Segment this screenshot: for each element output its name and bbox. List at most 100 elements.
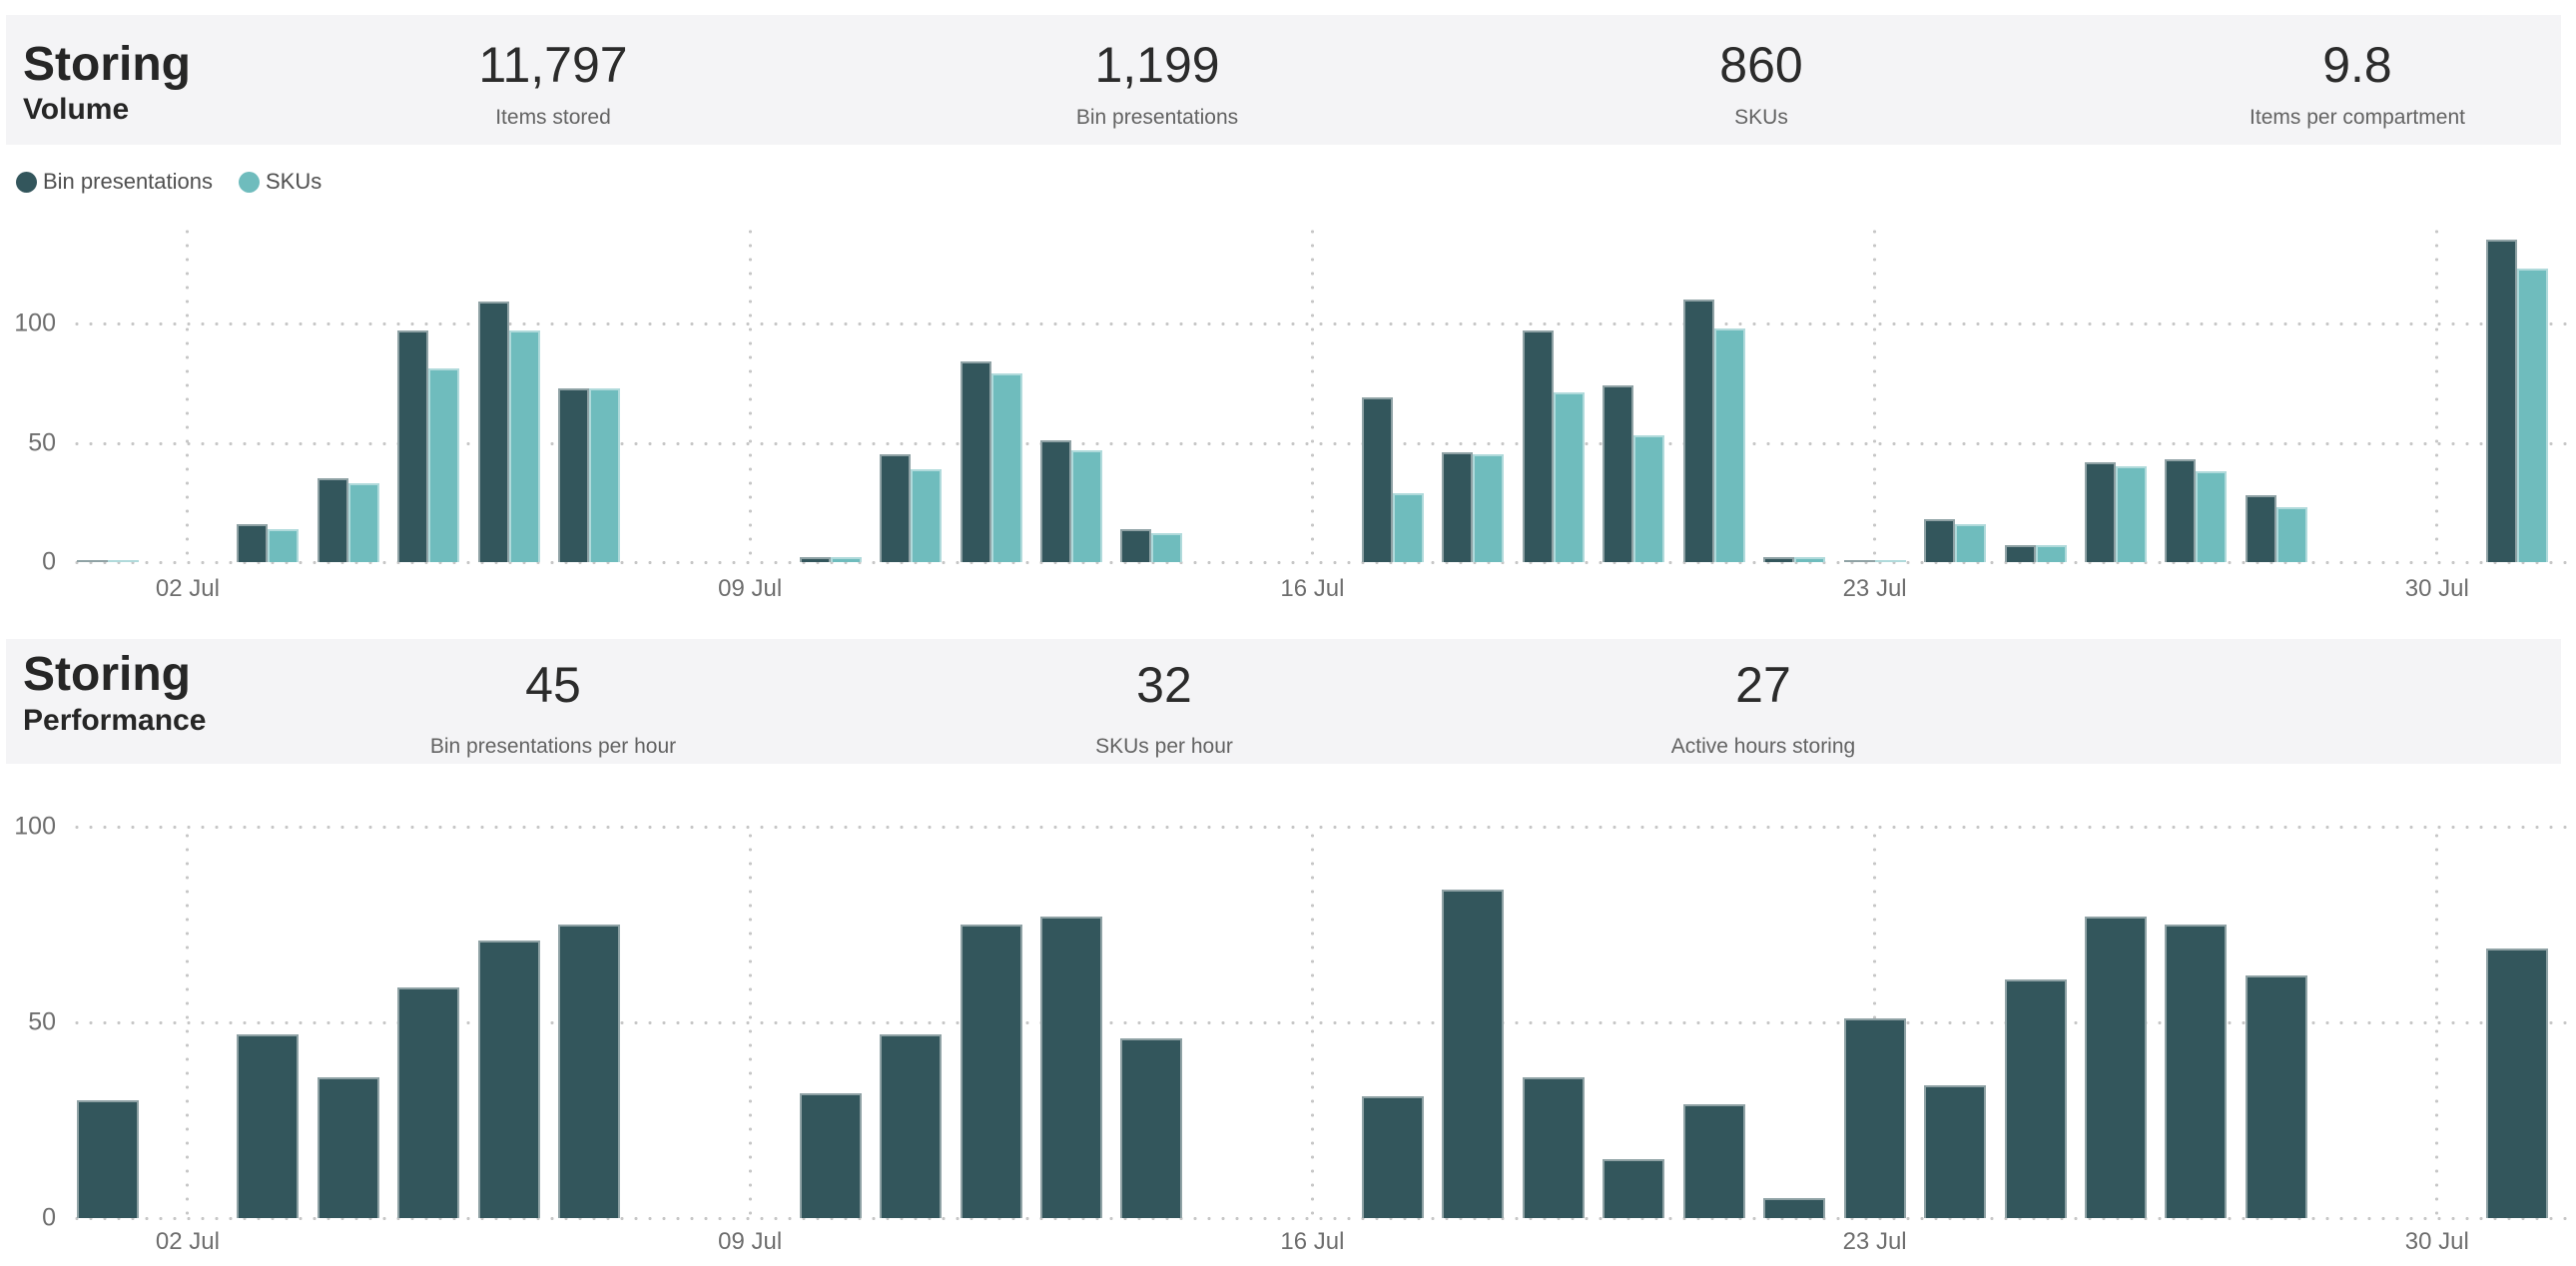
bar-bin-presentations-06-jul[interactable] — [477, 302, 509, 562]
bar-skus-10-jul[interactable] — [830, 557, 862, 562]
bar-bin-presentations-03-jul[interactable] — [237, 523, 269, 562]
x-axis-label-02-jul: 02 Jul — [155, 575, 220, 602]
kpi-value: 11,797 — [478, 37, 628, 93]
bar-bin-presentations-per-hour-31-jul[interactable] — [2486, 948, 2549, 1218]
bar-bin-presentations-per-hour-07-jul[interactable] — [558, 925, 621, 1218]
bar-skus-17-jul[interactable] — [1392, 492, 1424, 562]
bar-bin-presentations-18-jul[interactable] — [1442, 452, 1474, 562]
bar-skus-28-jul[interactable] — [2275, 507, 2307, 562]
bar-bin-presentations-per-hour-26-jul[interactable] — [2085, 917, 2147, 1218]
bar-bin-presentations-28-jul[interactable] — [2245, 495, 2276, 562]
bar-skus-25-jul[interactable] — [2035, 545, 2067, 562]
legend-label: SKUs — [266, 169, 322, 194]
bar-bin-presentations-per-hour-12-jul[interactable] — [960, 925, 1022, 1218]
y-gridline-0 — [70, 561, 2576, 564]
bar-bin-presentations-per-hour-11-jul[interactable] — [880, 1033, 943, 1218]
bar-skus-05-jul[interactable] — [428, 368, 460, 562]
kpi-value: 860 — [1719, 37, 1803, 93]
bar-bin-presentations-27-jul[interactable] — [2165, 459, 2197, 562]
bar-bin-presentations-04-jul[interactable] — [317, 478, 348, 562]
bar-skus-21-jul[interactable] — [1713, 327, 1745, 562]
kpi-label: Bin presentations — [1075, 106, 1239, 129]
bar-skus-26-jul[interactable] — [2116, 466, 2147, 562]
bar-bin-presentations-25-jul[interactable] — [2004, 545, 2036, 562]
bar-skus-27-jul[interactable] — [2196, 471, 2228, 562]
bar-bin-presentations-per-hour-03-jul[interactable] — [237, 1033, 300, 1218]
bar-bin-presentations-per-hour-22-jul[interactable] — [1763, 1198, 1826, 1218]
y-axis-label-100: 100 — [14, 309, 56, 337]
bar-skus-23-jul[interactable] — [1874, 559, 1906, 562]
bar-skus-11-jul[interactable] — [911, 468, 943, 562]
bar-bin-presentations-10-jul[interactable] — [799, 557, 831, 562]
bar-bin-presentations-per-hour-17-jul[interactable] — [1361, 1096, 1424, 1218]
bar-bin-presentations-12-jul[interactable] — [960, 361, 991, 562]
bar-bin-presentations-per-hour-04-jul[interactable] — [317, 1076, 379, 1218]
kpi-items-stored: 11,797 Items stored — [478, 40, 627, 128]
y-gridline-100 — [70, 322, 2576, 325]
bar-bin-presentations-per-hour-24-jul[interactable] — [1924, 1084, 1987, 1218]
bar-skus-18-jul[interactable] — [1473, 454, 1505, 562]
bar-bin-presentations-31-jul[interactable] — [2486, 240, 2518, 562]
bar-skus-22-jul[interactable] — [1794, 557, 1826, 562]
kpi-active-hours-storing: 27 Active hours storing — [1671, 660, 1855, 757]
bar-bin-presentations-per-hour-25-jul[interactable] — [2004, 978, 2067, 1218]
bar-skus-04-jul[interactable] — [347, 483, 379, 562]
bar-bin-presentations-per-hour-06-jul[interactable] — [477, 940, 540, 1218]
bar-bin-presentations-per-hour-20-jul[interactable] — [1603, 1159, 1665, 1218]
bar-bin-presentations-per-hour-05-jul[interactable] — [397, 986, 460, 1218]
kpi-value: 9.8 — [2322, 37, 2392, 93]
bar-bin-presentations-per-hour-19-jul[interactable] — [1522, 1076, 1585, 1218]
section-title-line1: Storing — [23, 38, 191, 91]
bar-skus-03-jul[interactable] — [268, 528, 300, 562]
section-title: Storing Volume — [23, 41, 191, 125]
legend-label: Bin presentations — [43, 169, 213, 194]
bar-bin-presentations-per-hour-21-jul[interactable] — [1682, 1104, 1745, 1218]
bar-skus-12-jul[interactable] — [990, 373, 1022, 562]
bar-bin-presentations-21-jul[interactable] — [1682, 300, 1714, 562]
bar-bin-presentations-24-jul[interactable] — [1924, 518, 1956, 562]
bar-skus-14-jul[interactable] — [1151, 533, 1183, 562]
x-axis-label-09-jul: 09 Jul — [718, 575, 783, 602]
section-title-line2: Performance — [23, 704, 207, 737]
x-axis-label-23-jul: 23 Jul — [1842, 1228, 1907, 1255]
x-axis-label-16-jul: 16 Jul — [1280, 1228, 1345, 1255]
bar-skus-24-jul[interactable] — [1955, 523, 1987, 562]
bar-bin-presentations-20-jul[interactable] — [1603, 385, 1634, 562]
bar-bin-presentations-per-hour-23-jul[interactable] — [1843, 1018, 1906, 1218]
bar-bin-presentations-13-jul[interactable] — [1040, 440, 1072, 562]
bar-bin-presentations-14-jul[interactable] — [1120, 528, 1152, 562]
bar-bin-presentations-07-jul[interactable] — [558, 387, 590, 562]
bar-bin-presentations-per-hour-28-jul[interactable] — [2245, 974, 2307, 1218]
bar-bin-presentations-19-jul[interactable] — [1522, 330, 1554, 562]
bar-skus-13-jul[interactable] — [1071, 449, 1103, 562]
kpi-bin-presentations-per-hour: 45 Bin presentations per hour — [430, 660, 676, 757]
chart-legend: Bin presentations SKUs — [16, 169, 322, 195]
x-axis-label-30-jul: 30 Jul — [2404, 575, 2469, 602]
bar-bin-presentations-01-jul[interactable] — [76, 559, 108, 562]
legend-item-bin-presentations[interactable]: Bin presentations — [16, 169, 213, 195]
bar-bin-presentations-17-jul[interactable] — [1361, 397, 1393, 562]
bar-bin-presentations-per-hour-01-jul[interactable] — [76, 1100, 139, 1218]
kpi-label: Bin presentations per hour — [429, 735, 677, 758]
x-gridline-02-jul — [186, 225, 190, 562]
y-axis-label-50: 50 — [28, 428, 56, 456]
bar-bin-presentations-per-hour-10-jul[interactable] — [799, 1092, 862, 1218]
bar-bin-presentations-11-jul[interactable] — [880, 454, 912, 562]
bar-skus-31-jul[interactable] — [2517, 269, 2549, 562]
bar-skus-07-jul[interactable] — [589, 387, 621, 562]
bar-bin-presentations-23-jul[interactable] — [1843, 559, 1875, 562]
bar-bin-presentations-22-jul[interactable] — [1763, 557, 1795, 562]
bar-skus-06-jul[interactable] — [508, 330, 540, 562]
bar-skus-20-jul[interactable] — [1633, 435, 1665, 562]
bar-bin-presentations-per-hour-27-jul[interactable] — [2165, 925, 2228, 1218]
bar-bin-presentations-05-jul[interactable] — [397, 330, 429, 562]
bar-bin-presentations-per-hour-18-jul[interactable] — [1442, 889, 1505, 1218]
bar-bin-presentations-per-hour-13-jul[interactable] — [1040, 917, 1103, 1218]
bar-skus-01-jul[interactable] — [107, 559, 139, 562]
x-axis-label-09-jul: 09 Jul — [718, 1228, 783, 1255]
bar-bin-presentations-per-hour-14-jul[interactable] — [1120, 1037, 1183, 1218]
bar-skus-19-jul[interactable] — [1553, 392, 1585, 562]
bar-bin-presentations-26-jul[interactable] — [2085, 461, 2116, 562]
legend-item-skus[interactable]: SKUs — [239, 169, 322, 195]
